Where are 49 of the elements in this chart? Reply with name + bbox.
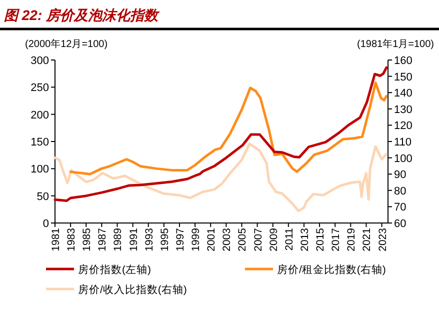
y-tick-label: 150 xyxy=(30,136,49,148)
legend-label: 房价/收入比指数(右轴) xyxy=(78,283,187,296)
y-tick-label: 300 xyxy=(30,55,49,67)
y2-axis-title: (1981年1月=100) xyxy=(357,38,434,50)
x-tick-label: 2011 xyxy=(283,228,296,251)
y2-tick-label: 160 xyxy=(394,55,412,67)
x-tick-label: 1993 xyxy=(143,228,156,252)
y-tick-label: 0 xyxy=(42,218,49,230)
x-tick-label: 2009 xyxy=(268,228,280,252)
y-tick-label: 50 xyxy=(36,190,49,203)
y2-tick-label: 120 xyxy=(394,120,412,132)
x-tick-label: 2019 xyxy=(346,228,358,252)
y2-tick-label: 140 xyxy=(394,88,412,100)
line-series xyxy=(54,66,388,202)
legend-label: 房价/租金比指数(右轴) xyxy=(277,263,386,276)
x-tick-label: 1997 xyxy=(174,228,186,252)
chart-title: 图 22: 房价及泡沫化指数 xyxy=(4,7,160,23)
y2-tick-label: 80 xyxy=(394,185,406,198)
line-series xyxy=(69,82,388,176)
x-tick-label: 2005 xyxy=(236,228,249,252)
x-tick-label: 2003 xyxy=(221,228,234,252)
y-tick-label: 100 xyxy=(30,164,49,176)
x-tick-label: 2015 xyxy=(314,228,327,252)
line-series xyxy=(54,142,388,212)
y-tick-label: 250 xyxy=(30,82,49,94)
x-tick-label: 1987 xyxy=(96,228,109,252)
y-axis-title: (2000年12月=100) xyxy=(25,38,108,50)
x-tick-label: 2023 xyxy=(376,228,389,252)
y2-tick-label: 130 xyxy=(394,104,412,116)
x-tick-label: 1981 xyxy=(50,228,62,252)
x-tick-label: 2013 xyxy=(298,228,311,252)
x-tick-label: 2021 xyxy=(361,228,374,252)
x-tick-label: 2007 xyxy=(252,228,264,252)
x-tick-label: 1983 xyxy=(66,228,78,252)
x-tick-label: 1995 xyxy=(158,228,171,252)
y-tick-label: 200 xyxy=(30,109,49,122)
y2-tick-label: 90 xyxy=(394,169,406,182)
y2-tick-label: 70 xyxy=(394,202,406,214)
x-tick-label: 1985 xyxy=(81,228,94,252)
x-tick-label: 1989 xyxy=(112,228,124,252)
x-tick-label: 2001 xyxy=(206,228,218,252)
y2-tick-label: 60 xyxy=(394,218,406,230)
y2-tick-label: 150 xyxy=(394,71,412,84)
x-tick-label: 1999 xyxy=(190,228,202,252)
x-tick-label: 2017 xyxy=(330,228,342,252)
legend-label: 房价指数(左轴) xyxy=(78,263,151,276)
x-tick-label: 1991 xyxy=(128,228,140,252)
y2-tick-label: 110 xyxy=(394,136,412,148)
y2-tick-label: 100 xyxy=(394,152,412,165)
